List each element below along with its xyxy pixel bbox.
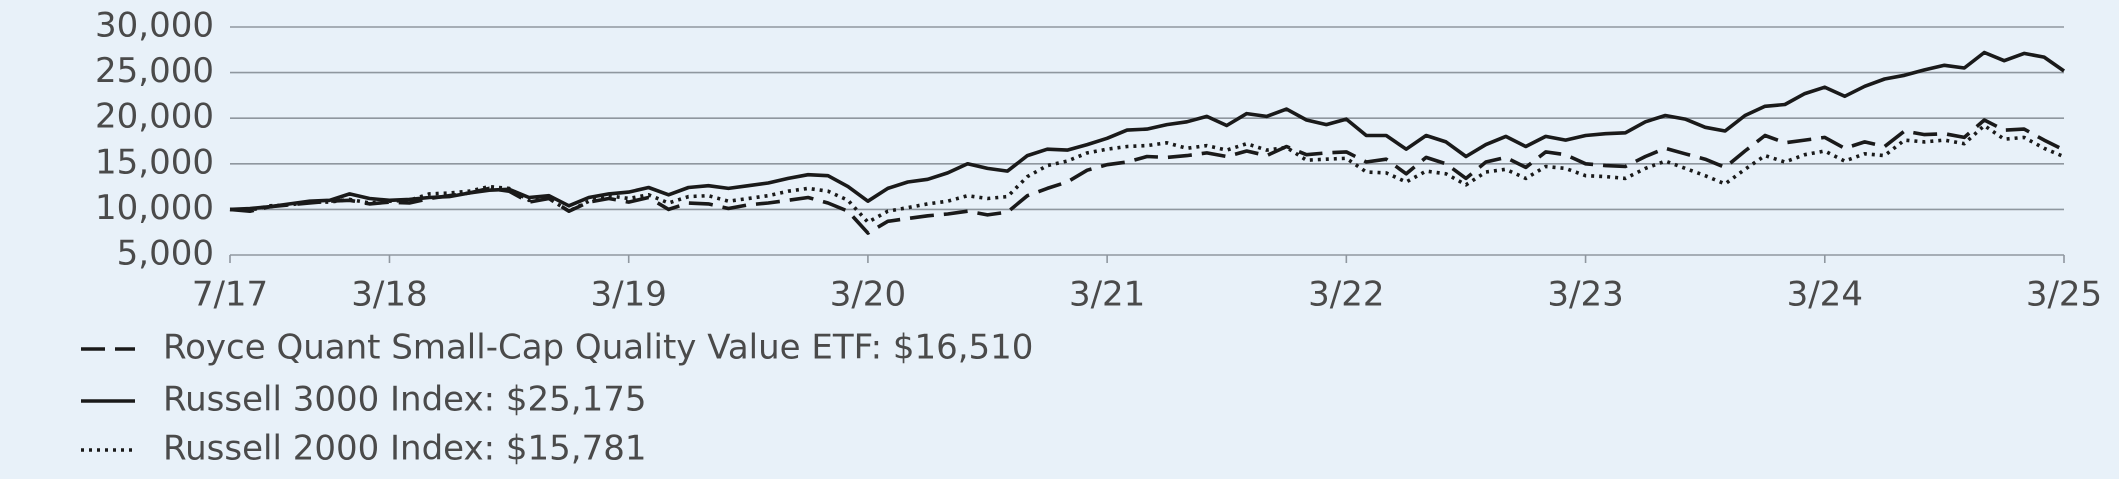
y-tick-label: 30,000 — [95, 6, 214, 46]
y-tick-label: 25,000 — [95, 51, 214, 91]
x-tick-label: 3/18 — [351, 275, 427, 315]
y-tick-label: 5,000 — [117, 234, 214, 274]
legend-label: Royce Quant Small-Cap Quality Value ETF:… — [163, 328, 1033, 368]
legend-label: Russell 2000 Index: $15,781 — [163, 429, 647, 469]
legend-label: Russell 3000 Index: $25,175 — [163, 380, 647, 420]
x-tick-label: 3/21 — [1069, 275, 1145, 315]
x-tick-label: 3/25 — [2026, 275, 2102, 315]
series-line — [229, 118, 2065, 235]
x-tick-label: 3/23 — [1547, 275, 1623, 315]
x-tick-label: 3/22 — [1308, 275, 1384, 315]
x-tick-label: 3/19 — [591, 275, 667, 315]
y-tick-label: 10,000 — [95, 188, 214, 228]
y-tick-label: 15,000 — [95, 142, 214, 182]
x-tick-label: 3/20 — [830, 275, 906, 315]
series-line — [229, 50, 2066, 212]
x-tick-label: 3/24 — [1787, 275, 1863, 315]
series-line — [229, 123, 2065, 224]
y-tick-label: 20,000 — [95, 97, 214, 137]
x-tick-label: 7/17 — [192, 275, 268, 315]
